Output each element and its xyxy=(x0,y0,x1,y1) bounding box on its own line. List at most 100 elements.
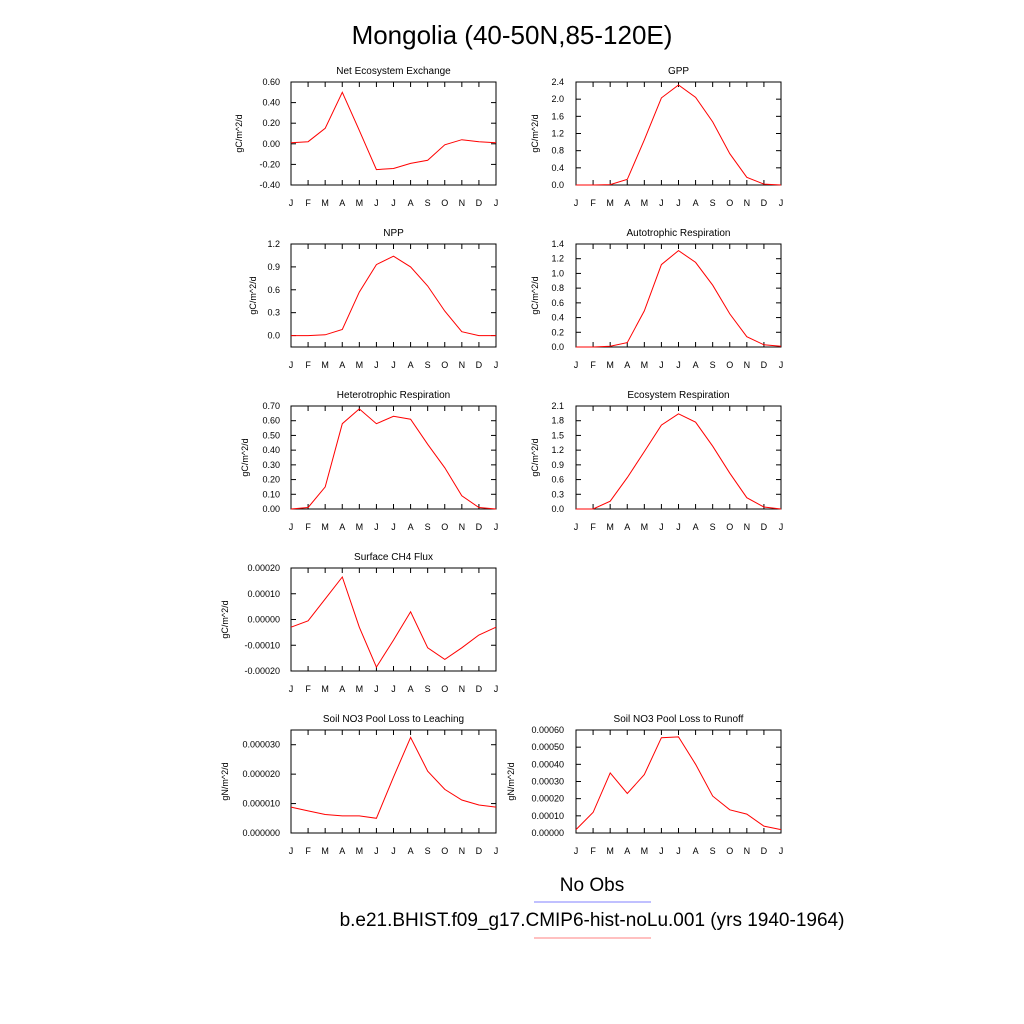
y-tick-label: 0.20 xyxy=(262,475,280,485)
panel-title: GPP xyxy=(668,66,689,77)
panel-title: Heterotrophic Respiration xyxy=(337,390,450,401)
y-tick-label: 0.70 xyxy=(262,401,280,411)
y-tick-label: 0.6 xyxy=(551,298,564,308)
y-tick-label: 0.00030 xyxy=(531,777,564,787)
series-line xyxy=(291,255,496,337)
x-tick-label: J xyxy=(289,846,294,856)
y-tick-label: 0.30 xyxy=(262,460,280,470)
x-tick-label: J xyxy=(659,198,664,208)
x-tick-label: F xyxy=(305,522,311,532)
x-tick-label: J xyxy=(659,522,664,532)
x-tick-label: J xyxy=(574,522,579,532)
series-line xyxy=(290,408,497,510)
series-line xyxy=(576,249,782,348)
panel-title: Surface CH4 Flux xyxy=(354,552,433,563)
x-tick-label: M xyxy=(356,198,364,208)
y-tick-label: -0.00010 xyxy=(244,640,280,650)
x-tick-label: M xyxy=(321,360,329,370)
y-tick-label: 1.6 xyxy=(551,111,564,121)
x-tick-label: A xyxy=(693,846,699,856)
x-tick-label: D xyxy=(476,360,483,370)
x-tick-label: J xyxy=(779,360,784,370)
x-tick-label: O xyxy=(726,198,733,208)
x-tick-label: O xyxy=(441,522,448,532)
x-tick-label: J xyxy=(494,846,499,856)
x-tick-label: J xyxy=(374,360,379,370)
plot-frame xyxy=(290,729,497,834)
plot-frame xyxy=(290,81,497,186)
x-tick-label: J xyxy=(289,360,294,370)
panel-title: Net Ecosystem Exchange xyxy=(336,66,451,77)
x-tick-label: N xyxy=(459,684,466,694)
series-line xyxy=(290,575,497,669)
x-tick-label: M xyxy=(356,684,364,694)
x-tick-label: N xyxy=(744,198,751,208)
y-tick-label: 0.00020 xyxy=(247,563,280,573)
figure-title: Mongolia (40-50N,85-120E) xyxy=(352,20,673,50)
y-tick-label: -0.40 xyxy=(259,180,280,190)
plot-frame xyxy=(575,243,782,348)
y-tick-label: 0.6 xyxy=(267,285,280,295)
y-tick-label: 1.2 xyxy=(551,254,564,264)
x-tick-label: J xyxy=(391,846,396,856)
x-tick-label: M xyxy=(606,846,614,856)
x-tick-label: F xyxy=(305,684,311,694)
plot-frame xyxy=(290,405,497,510)
y-tick-label: 0.00020 xyxy=(531,794,564,804)
x-tick-label: A xyxy=(339,360,345,370)
y-tick-label: 1.8 xyxy=(551,416,564,426)
x-tick-label: J xyxy=(779,198,784,208)
y-tick-label: 0.3 xyxy=(551,489,564,499)
x-tick-label: J xyxy=(374,522,379,532)
x-tick-label: O xyxy=(726,522,733,532)
y-tick-label: 0.50 xyxy=(262,430,280,440)
x-tick-label: D xyxy=(761,360,768,370)
y-tick-label: 0.4 xyxy=(551,313,564,323)
x-tick-label: J xyxy=(374,846,379,856)
x-tick-label: A xyxy=(408,684,414,694)
series-line xyxy=(576,84,782,186)
x-tick-label: J xyxy=(676,846,681,856)
x-tick-label: J xyxy=(659,846,664,856)
y-tick-label: 1.0 xyxy=(551,268,564,278)
x-tick-label: J xyxy=(391,522,396,532)
y-tick-label: 0.00000 xyxy=(531,828,564,838)
x-tick-label: O xyxy=(726,360,733,370)
x-tick-label: O xyxy=(441,684,448,694)
y-tick-label: 2.0 xyxy=(551,94,564,104)
y-tick-label: 0.40 xyxy=(262,445,280,455)
y-tick-label: 2.1 xyxy=(551,401,564,411)
x-tick-label: A xyxy=(624,198,630,208)
y-tick-label: -0.00020 xyxy=(244,666,280,676)
y-tick-label: 1.2 xyxy=(551,445,564,455)
x-tick-label: J xyxy=(289,684,294,694)
x-tick-label: D xyxy=(761,846,768,856)
x-tick-label: M xyxy=(606,198,614,208)
plot-frame xyxy=(290,567,497,672)
plot-frame xyxy=(290,243,497,348)
x-tick-label: M xyxy=(606,522,614,532)
x-tick-label: N xyxy=(744,360,751,370)
x-tick-label: F xyxy=(590,846,596,856)
panel-title: Ecosystem Respiration xyxy=(627,390,729,401)
y-tick-label: 1.2 xyxy=(551,129,564,139)
y-tick-label: 0.0 xyxy=(551,342,564,352)
x-tick-label: A xyxy=(408,198,414,208)
x-tick-label: N xyxy=(744,846,751,856)
x-tick-label: N xyxy=(459,846,466,856)
y-tick-label: 0.9 xyxy=(267,262,280,272)
x-tick-label: A xyxy=(339,198,345,208)
y-tick-label: 0.0 xyxy=(551,180,564,190)
y-tick-label: 1.2 xyxy=(267,239,280,249)
y-tick-label: 0.00040 xyxy=(531,759,564,769)
panel-title: Soil NO3 Pool Loss to Leaching xyxy=(323,714,464,725)
x-tick-label: A xyxy=(339,522,345,532)
